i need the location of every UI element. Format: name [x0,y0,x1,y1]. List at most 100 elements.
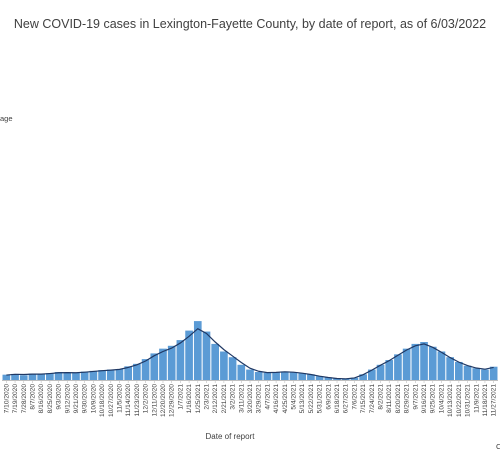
x-tick-label: 12/29/2020 [169,384,176,417]
x-tick-label: 2/21/2021 [221,384,228,414]
x-tick-label: 9/30/2020 [82,384,89,414]
data-bar [167,345,176,380]
data-bar [159,348,167,380]
data-bar [333,378,341,380]
data-bar [237,364,246,380]
x-tick-label: 3/2/2021 [230,384,237,410]
data-bar [133,363,141,380]
x-tick-label: 5/22/2021 [308,384,315,414]
data-bar [307,374,315,380]
data-bar [385,360,394,380]
data-bar [89,370,98,380]
data-bar [228,357,237,380]
data-bar [124,366,133,380]
x-tick-label: 2/12/2021 [212,384,219,414]
x-tick-label: 11/9/2021 [473,384,480,413]
x-tick-label: 3/20/2021 [247,384,254,414]
x-tick-label: 7/28/2020 [21,384,28,414]
x-tick-label: 7/15/2021 [360,384,367,414]
x-axis-title: Date of report [205,432,255,441]
x-tick-label: 4/16/2021 [273,384,280,414]
x-tick-label: 8/11/2021 [386,384,393,413]
data-bar [98,370,106,380]
x-tick-label: 9/7/2021 [412,384,419,410]
x-tick-label: 10/31/2021 [465,384,472,417]
data-bar [420,342,428,380]
x-tick-label: 7/19/2020 [12,384,19,414]
x-tick-label: 5/31/2021 [317,384,324,414]
x-tick-label: 5/13/2021 [299,384,306,414]
x-tick-label: 1/7/2021 [177,384,184,410]
x-tick-label: 10/27/2020 [108,384,115,417]
data-bar [80,371,89,380]
data-bar [350,377,359,380]
data-bar [254,372,263,380]
data-bar [481,369,489,380]
data-bar [37,374,45,380]
data-bar [446,357,454,380]
x-tick-label: 4/25/2021 [282,384,289,414]
data-bar [63,372,72,380]
x-tick-label: 6/18/2021 [334,384,341,414]
x-tick-label: 10/4/2021 [438,384,445,414]
data-bar [11,373,19,380]
data-bar [455,361,463,380]
x-tick-label: 12/2/2020 [143,384,150,414]
x-tick-label: 7/24/2021 [369,384,376,414]
data-bar [150,353,159,380]
data-bar [489,366,498,380]
x-tick-label: 10/22/2021 [456,384,463,417]
x-tick-label: 10/9/2020 [90,384,97,414]
x-tick-label: 9/25/2021 [430,384,437,414]
data-bar [359,374,367,380]
data-bar [437,351,446,380]
x-tick-label: 7/6/2021 [351,384,358,410]
data-bar [272,372,280,380]
data-bar [280,371,289,380]
x-tick-label: 7/10/2020 [3,384,10,414]
data-bar [315,376,324,380]
data-bar [298,373,307,380]
data-bar [185,330,193,380]
x-tick-label: 8/29/2021 [404,384,411,414]
x-tick-label: 11/5/2020 [116,384,123,413]
x-tick-label: 8/7/2020 [29,384,36,410]
data-bar [394,354,402,380]
data-bar [402,348,411,380]
x-tick-label: 11/14/2020 [125,384,132,417]
data-bar [211,343,220,380]
x-tick-label: 6/27/2021 [343,384,350,414]
data-bar [324,377,333,380]
x-tick-label: 12/11/2020 [151,384,158,417]
x-tick-label: 1/16/2021 [186,384,193,414]
x-tick-label: 6/9/2021 [325,384,332,410]
data-bar [54,372,63,380]
x-tick-label: 3/11/2021 [238,384,245,413]
data-bar [463,365,472,380]
x-tick-label: 9/21/2020 [73,384,80,414]
x-tick-label: 4/7/2021 [264,384,271,410]
data-bar [246,369,254,380]
data-bar [428,346,437,380]
x-tick-label: 2/3/2021 [203,384,210,410]
x-tick-label: 1/25/2021 [195,384,202,414]
chart-title: New COVID-19 cases in Lexington-Fayette … [13,17,487,31]
data-bar [376,364,385,380]
data-bar [472,368,481,380]
data-bar [220,351,228,380]
x-tick-label: 8/25/2020 [47,384,54,414]
average-line [6,327,494,380]
data-bar [263,372,272,380]
x-tick-label: 11/23/2020 [134,384,141,417]
data-bar [141,359,150,380]
x-tick-label: 10/18/2020 [99,384,106,417]
data-bar [289,372,298,380]
data-bar [368,369,376,380]
x-tick-label: 10/13/2021 [447,384,454,417]
x-tick-label: 9/12/2020 [64,384,71,414]
x-tick-label: 8/2/2021 [378,384,385,410]
data-bar [202,331,211,380]
data-bar [19,375,28,380]
data-bar [411,343,420,380]
